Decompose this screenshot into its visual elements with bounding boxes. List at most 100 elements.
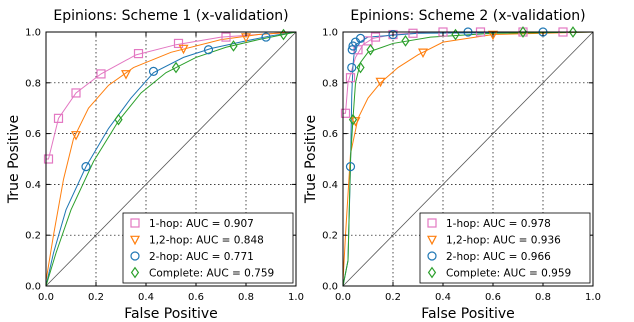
y-axis-label: True Positive bbox=[6, 115, 22, 204]
diagonal-reference-line bbox=[45, 31, 297, 287]
legend-marker bbox=[427, 218, 437, 228]
data-point-marker bbox=[71, 88, 81, 98]
x-axis-label: False Positive bbox=[421, 306, 515, 322]
legend-entry-label: 2-hop: AUC = 0.966 bbox=[446, 251, 551, 263]
data-point-marker bbox=[171, 61, 181, 74]
data-point-marker bbox=[148, 66, 159, 76]
data-point-marker bbox=[133, 48, 144, 59]
x-tick-label: 0.8 bbox=[535, 292, 551, 303]
chart-scheme-2: Epinions: Scheme 2 (x-validation) False … bbox=[303, 8, 601, 322]
data-point-marker bbox=[261, 32, 271, 42]
series-line-2 bbox=[45, 31, 297, 287]
chart-scheme-1: Epinions: Scheme 1 (x-validation) False … bbox=[6, 8, 304, 322]
chart-title: Epinions: Scheme 1 (x-validation) bbox=[53, 8, 288, 24]
legend-marker bbox=[130, 218, 140, 228]
legend: 1-hop: AUC = 0.907 1,2-hop: AUC = 0.848 2-… bbox=[122, 212, 294, 284]
diagonal-reference-line bbox=[342, 31, 594, 287]
y-tick-label: 0.0 bbox=[322, 282, 338, 293]
x-tick-label: 0.6 bbox=[188, 292, 204, 303]
legend-entry-label: 2-hop: AUC = 0.771 bbox=[149, 251, 254, 263]
x-tick-label: 1.0 bbox=[288, 292, 304, 303]
y-tick-label: 0.4 bbox=[25, 180, 41, 191]
y-tick-label: 0.6 bbox=[25, 129, 41, 140]
y-tick-label: 0.2 bbox=[322, 231, 338, 242]
y-axis-label: True Positive bbox=[303, 115, 319, 204]
x-tick-label: 0.2 bbox=[88, 292, 104, 303]
data-point-marker bbox=[348, 113, 358, 126]
data-point-marker bbox=[53, 113, 64, 123]
data-point-marker bbox=[347, 62, 357, 73]
data-point-marker bbox=[173, 38, 184, 49]
data-point-marker bbox=[408, 28, 418, 38]
legend-entry-label: Complete: AUC = 0.959 bbox=[446, 268, 571, 280]
data-point-marker bbox=[178, 44, 189, 55]
y-tick-label: 0.0 bbox=[25, 282, 41, 293]
legend-box bbox=[122, 212, 294, 284]
data-point-marker bbox=[221, 32, 231, 42]
x-tick-label: 0.0 bbox=[38, 292, 54, 303]
series-line-3 bbox=[45, 31, 297, 287]
x-tick-label: 1.0 bbox=[585, 292, 601, 303]
legend-marker bbox=[130, 266, 140, 279]
data-point-marker bbox=[203, 45, 214, 55]
plot-frame bbox=[45, 31, 297, 287]
x-tick-label: 0.6 bbox=[485, 292, 501, 303]
legend-marker bbox=[427, 266, 437, 279]
data-point-marker bbox=[43, 154, 54, 164]
y-tick-label: 0.8 bbox=[25, 78, 41, 89]
legend-entry-label: 1,2-hop: AUC = 0.848 bbox=[149, 235, 264, 247]
data-point-marker bbox=[388, 29, 398, 40]
data-point-marker bbox=[340, 108, 351, 118]
y-tick-label: 0.6 bbox=[322, 129, 338, 140]
series-line-1 bbox=[45, 31, 297, 282]
data-point-marker bbox=[347, 45, 357, 55]
data-point-marker bbox=[375, 77, 386, 88]
x-tick-label: 0.4 bbox=[138, 292, 154, 303]
legend-marker bbox=[427, 251, 437, 261]
legend: 1-hop: AUC = 0.978 1,2-hop: AUC = 0.936 2-… bbox=[419, 212, 591, 284]
data-point-marker bbox=[488, 30, 498, 41]
y-tick-label: 1.0 bbox=[322, 28, 338, 39]
data-point-marker bbox=[121, 70, 131, 80]
data-point-marker bbox=[418, 48, 428, 59]
data-point-marker bbox=[114, 113, 123, 126]
data-point-marker bbox=[370, 32, 381, 42]
legend-entry-label: Complete: AUC = 0.759 bbox=[149, 268, 274, 280]
data-point-marker bbox=[81, 162, 91, 172]
data-point-marker bbox=[366, 43, 375, 56]
data-point-marker bbox=[401, 35, 410, 47]
data-point-marker bbox=[355, 33, 366, 43]
legend-entry-label: 1,2-hop: AUC = 0.936 bbox=[446, 235, 561, 247]
legend-marker bbox=[130, 251, 140, 261]
series-line-0 bbox=[343, 31, 593, 114]
data-point-marker bbox=[229, 40, 238, 52]
legend-marker bbox=[130, 235, 140, 246]
series-line-0 bbox=[46, 31, 297, 160]
x-tick-label: 0.2 bbox=[385, 292, 401, 303]
series-line-1 bbox=[342, 31, 594, 281]
data-point-marker bbox=[568, 26, 578, 38]
data-point-marker bbox=[451, 28, 460, 41]
data-point-marker bbox=[345, 162, 356, 172]
legend-entry-label: 1-hop: AUC = 0.907 bbox=[149, 218, 254, 230]
data-point-marker bbox=[356, 61, 365, 74]
y-tick-label: 0.2 bbox=[25, 231, 41, 242]
legend-marker bbox=[427, 235, 437, 246]
data-point-marker bbox=[96, 69, 106, 79]
data-point-marker bbox=[345, 73, 356, 83]
data-point-marker bbox=[71, 131, 81, 141]
y-tick-label: 1.0 bbox=[25, 28, 41, 39]
data-point-marker bbox=[279, 28, 288, 41]
x-axis-label: False Positive bbox=[124, 306, 218, 322]
data-point-marker bbox=[518, 26, 528, 38]
chart-title: Epinions: Scheme 2 (x-validation) bbox=[350, 8, 585, 24]
legend-entry-label: 1-hop: AUC = 0.978 bbox=[446, 218, 551, 230]
plot-frame bbox=[342, 31, 594, 287]
legend-box bbox=[419, 212, 591, 284]
x-tick-label: 0.8 bbox=[238, 292, 254, 303]
y-tick-label: 0.8 bbox=[322, 78, 338, 89]
x-tick-label: 0.0 bbox=[335, 292, 351, 303]
x-tick-label: 0.4 bbox=[435, 292, 451, 303]
y-tick-label: 0.4 bbox=[322, 180, 338, 191]
